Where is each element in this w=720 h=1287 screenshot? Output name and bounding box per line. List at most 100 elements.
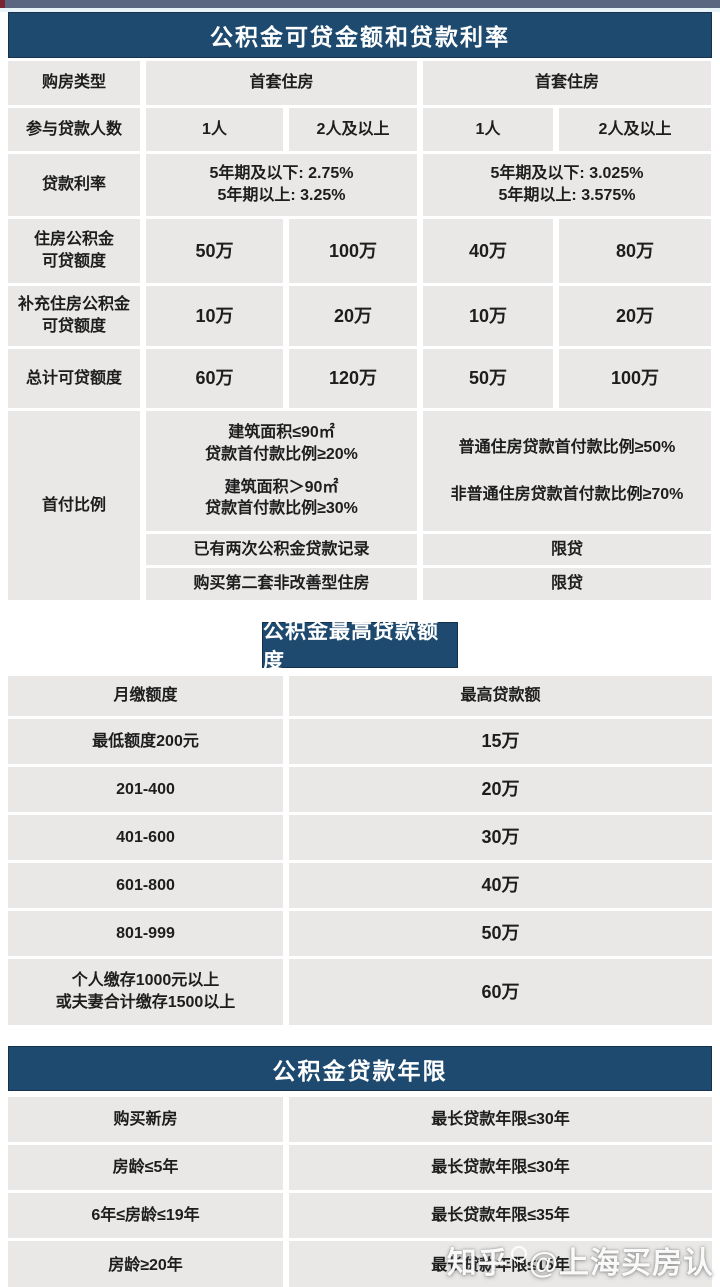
cell-value: 10万	[146, 286, 283, 346]
cell-value: 1人	[423, 108, 553, 151]
cell-value: 2人及以上	[559, 108, 711, 151]
cell-monthly-amount: 801-999	[8, 911, 283, 956]
cell-max-loan: 60万	[289, 959, 712, 1025]
label-line: 住房公积金	[33, 231, 114, 249]
down-payment-conditions: 建筑面积≤90㎡ 贷款首付款比例≥20% 建筑面积＞90㎡ 贷款首付款比例≥30…	[146, 411, 417, 600]
cell-monthly-amount: 601-800	[8, 863, 283, 908]
top-strip-divider	[0, 8, 720, 12]
cell-house-condition: 6年≤房龄≤19年	[8, 1193, 283, 1238]
condition-line: 建筑面积≤90㎡	[228, 424, 335, 442]
table-row: 201-400 20万	[8, 767, 712, 812]
cell-value: 120万	[289, 349, 417, 408]
cell-monthly-amount: 201-400	[8, 767, 283, 812]
rate-line: 5年期及以下: 2.75%	[209, 165, 354, 183]
table1-title: 公积金可贷金额和贷款利率	[8, 12, 712, 58]
cell-restriction: 限贷	[423, 534, 711, 565]
down-payment-section: 首付比例 建筑面积≤90㎡ 贷款首付款比例≥20% 建筑面积＞90㎡ 贷款首付款…	[8, 411, 712, 600]
column-header: 最高贷款额	[289, 676, 712, 716]
label-line: 或夫妻合计缴存1500以上	[55, 994, 236, 1011]
table3-title: 公积金贷款年限	[8, 1046, 712, 1091]
table-row: 房龄≥20年 最长贷款年限≤15年	[8, 1241, 712, 1287]
watermark: 知乎 @上海买房认	[447, 1238, 714, 1282]
column-header: 月缴额度	[8, 676, 283, 716]
table-loan-amount-and-rate: 公积金可贷金额和贷款利率 购房类型 首套住房 首套住房 参与贷款人数 1人 2人…	[8, 12, 712, 600]
table-row: 购房类型 首套住房 首套住房	[8, 61, 712, 105]
cell-value: 50万	[423, 349, 553, 408]
cell-rate-a: 5年期及以下: 2.75% 5年期以上: 3.25%	[146, 154, 417, 216]
cell-monthly-amount: 401-600	[8, 815, 283, 860]
condition-group: 建筑面积≤90㎡ 贷款首付款比例≥20%	[205, 422, 358, 465]
cell-house-condition: 房龄≤5年	[8, 1145, 283, 1190]
table-row: 6年≤房龄≤19年 最长贷款年限≤35年	[8, 1193, 712, 1238]
zhihu-brand: 知乎	[446, 1247, 509, 1280]
ratio-line: 非普通住房贷款首付款比例≥70%	[450, 485, 684, 503]
row-label: 补充住房公积金 可贷额度	[8, 286, 140, 346]
zhihu-handle: @上海买房认	[528, 1247, 714, 1280]
ratio-line: 普通住房贷款首付款比例≥50%	[458, 438, 676, 456]
condition-line: 建筑面积＞90㎡	[224, 478, 339, 496]
row-label: 参与贷款人数	[8, 108, 140, 151]
cell-value: 2人及以上	[289, 108, 417, 151]
table-row: 801-999 50万	[8, 911, 712, 956]
row-label: 购房类型	[8, 61, 140, 105]
cell-monthly-amount: 个人缴存1000元以上 或夫妻合计缴存1500以上	[8, 959, 283, 1025]
top-strip	[0, 0, 720, 8]
row-label: 贷款利率	[8, 154, 140, 216]
cell-housing-type-b: 首套住房	[423, 61, 711, 105]
cell-value: 20万	[559, 286, 711, 346]
cell-max-term: 最长贷款年限≤30年	[289, 1097, 712, 1142]
row-label: 首付比例	[8, 411, 140, 600]
cell-housing-type-a: 首套住房	[146, 61, 417, 105]
table-row: 参与贷款人数 1人 2人及以上 1人 2人及以上	[8, 108, 712, 151]
row-label: 住房公积金 可贷额度	[8, 219, 140, 283]
cell-max-loan: 40万	[289, 863, 712, 908]
cell-value: 100万	[289, 219, 417, 283]
rate-line: 5年期及以下: 3.025%	[490, 165, 644, 183]
label-line: 补充住房公积金	[17, 296, 130, 314]
cell-value: 20万	[289, 286, 417, 346]
cell-condition: 已有两次公积金贷款记录	[146, 534, 417, 565]
cell-max-term: 最长贷款年限≤15年	[289, 1241, 712, 1287]
cell-value: 40万	[423, 219, 553, 283]
cell-max-loan: 15万	[289, 719, 712, 764]
cell-house-condition: 房龄≥20年	[8, 1241, 283, 1287]
condition-group: 建筑面积＞90㎡ 贷款首付款比例≥30%	[205, 477, 358, 520]
cell-rate-b: 5年期及以下: 3.025% 5年期以上: 3.575%	[423, 154, 711, 216]
label-line: 可贷额度	[41, 253, 106, 270]
table-row: 601-800 40万	[8, 863, 712, 908]
table-row: 住房公积金 可贷额度 50万 100万 40万 80万	[8, 219, 712, 283]
cell-area-conditions: 建筑面积≤90㎡ 贷款首付款比例≥20% 建筑面积＞90㎡ 贷款首付款比例≥30…	[146, 411, 417, 531]
table-row: 补充住房公积金 可贷额度 10万 20万 10万 20万	[8, 286, 712, 346]
cell-value: 50万	[146, 219, 283, 283]
cell-restriction: 限贷	[423, 568, 711, 600]
table-row: 房龄≤5年 最长贷款年限≤30年	[8, 1145, 712, 1190]
cell-condition: 购买第二套非改善型住房	[146, 568, 417, 600]
table-row: 最低额度200元 15万	[8, 719, 712, 764]
cell-value: 100万	[559, 349, 711, 408]
table-header-row: 月缴额度 最高贷款额	[8, 676, 712, 716]
table-row: 总计可贷额度 60万 120万 50万 100万	[8, 349, 712, 408]
rate-line: 5年期以上: 3.575%	[498, 187, 636, 204]
cell-monthly-amount: 最低额度200元	[8, 719, 283, 764]
row-label: 总计可贷额度	[8, 349, 140, 408]
cell-value: 10万	[423, 286, 553, 346]
cell-max-term: 最长贷款年限≤30年	[289, 1145, 712, 1190]
cell-value: 60万	[146, 349, 283, 408]
down-payment-ratios: 普通住房贷款首付款比例≥50% 非普通住房贷款首付款比例≥70% 限贷 限贷	[423, 411, 711, 600]
table-row: 401-600 30万	[8, 815, 712, 860]
cell-max-term: 最长贷款年限≤35年	[289, 1193, 712, 1238]
table-max-loan-amount: 月缴额度 最高贷款额 最低额度200元 15万 201-400 20万 401-…	[8, 676, 712, 1025]
table-row: 个人缴存1000元以上 或夫妻合计缴存1500以上 60万	[8, 959, 712, 1025]
cell-max-loan: 20万	[289, 767, 712, 812]
cell-value: 80万	[559, 219, 711, 283]
condition-line: 贷款首付款比例≥30%	[205, 500, 358, 518]
cell-max-loan: 50万	[289, 911, 712, 956]
top-strip-accent	[0, 0, 5, 8]
table-loan-term: 公积金贷款年限 购买新房 最长贷款年限≤30年 房龄≤5年 最长贷款年限≤30年…	[8, 1046, 712, 1287]
table2-title: 公积金最高贷款额度	[262, 620, 458, 673]
zhihu-logo-mark	[510, 1246, 527, 1262]
label-line: 个人缴存1000元以上	[71, 972, 220, 990]
cell-max-loan: 30万	[289, 815, 712, 860]
table-row: 贷款利率 5年期及以下: 2.75% 5年期以上: 3.25% 5年期及以下: …	[8, 154, 712, 216]
